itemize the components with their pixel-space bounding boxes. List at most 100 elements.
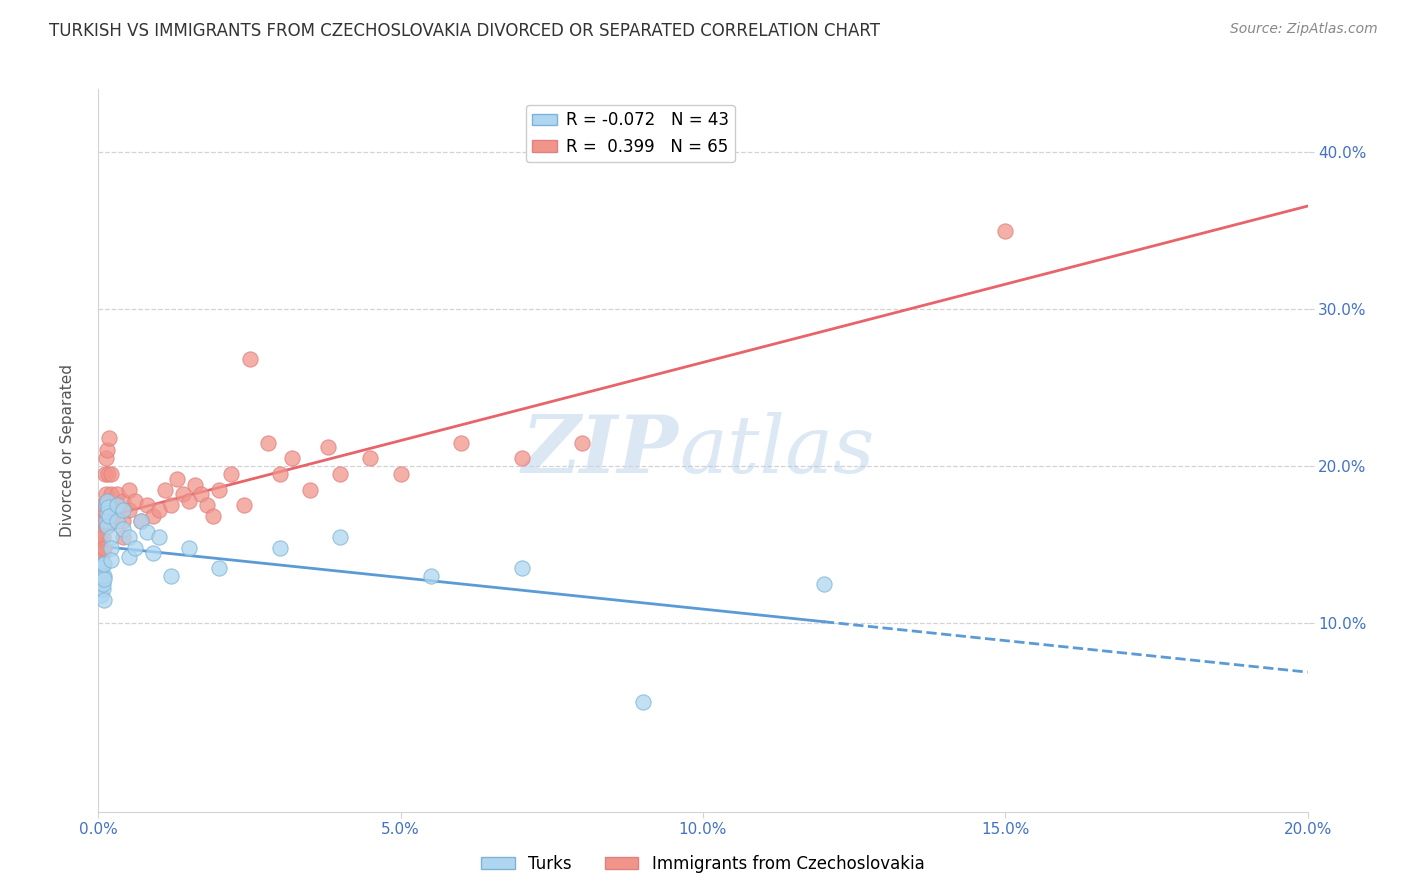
Point <box>91 572 114 586</box>
Point <box>105 514 128 528</box>
Point <box>93 503 115 517</box>
Point <box>111 503 134 517</box>
Point <box>91 530 114 544</box>
Point <box>510 451 533 466</box>
Point <box>269 541 291 555</box>
Point <box>208 483 231 497</box>
Point <box>299 483 322 497</box>
Point <box>100 530 122 544</box>
Point <box>94 514 117 528</box>
Point <box>90 525 112 540</box>
Point <box>420 569 443 583</box>
Point <box>91 514 114 528</box>
Point <box>96 519 118 533</box>
Point <box>96 487 118 501</box>
Point <box>148 530 170 544</box>
Point <box>100 541 122 555</box>
Point <box>160 569 183 583</box>
Point <box>329 530 352 544</box>
Point <box>105 499 128 513</box>
Point <box>124 541 146 555</box>
Point <box>93 592 115 607</box>
Legend: Turks, Immigrants from Czechoslovakia: Turks, Immigrants from Czechoslovakia <box>475 848 931 880</box>
Legend: R = -0.072   N = 43, R =  0.399   N = 65: R = -0.072 N = 43, R = 0.399 N = 65 <box>526 104 735 162</box>
Point <box>256 435 278 450</box>
Point <box>153 483 176 497</box>
Point <box>269 467 291 481</box>
Point <box>97 509 120 524</box>
Point <box>96 493 118 508</box>
Point <box>281 451 304 466</box>
Point <box>91 557 114 571</box>
Point <box>179 493 201 508</box>
Point <box>93 557 115 571</box>
Text: ZIP: ZIP <box>522 412 679 489</box>
Point <box>90 557 112 571</box>
Point <box>93 572 115 586</box>
Point <box>90 588 112 602</box>
Point <box>510 561 533 575</box>
Point <box>89 545 111 559</box>
Point <box>100 487 122 501</box>
Point <box>631 695 654 709</box>
Point <box>89 569 111 583</box>
Point <box>571 435 593 450</box>
Point <box>105 499 128 513</box>
Point <box>96 443 118 458</box>
Point <box>129 514 152 528</box>
Point <box>239 352 262 367</box>
Point <box>994 223 1017 237</box>
Point <box>221 467 243 481</box>
Point <box>172 487 194 501</box>
Point <box>111 530 134 544</box>
Point <box>93 569 115 583</box>
Point <box>148 503 170 517</box>
Point <box>118 550 141 565</box>
Point <box>100 514 122 528</box>
Point <box>96 493 118 508</box>
Point <box>90 561 112 575</box>
Point <box>360 451 382 466</box>
Point <box>93 541 115 555</box>
Point <box>118 530 141 544</box>
Point <box>90 550 112 565</box>
Point <box>142 509 165 524</box>
Point <box>97 500 120 514</box>
Point <box>208 561 231 575</box>
Y-axis label: Divorced or Separated: Divorced or Separated <box>60 364 75 537</box>
Point <box>105 487 128 501</box>
Point <box>89 577 111 591</box>
Point <box>93 509 115 524</box>
Point <box>100 467 122 481</box>
Point <box>389 467 412 481</box>
Point <box>89 530 111 544</box>
Point <box>166 472 188 486</box>
Point <box>91 577 114 591</box>
Point <box>96 519 118 533</box>
Point <box>97 431 120 445</box>
Point <box>91 538 114 552</box>
Point <box>87 566 110 580</box>
Point <box>118 503 141 517</box>
Point <box>190 487 212 501</box>
Text: Source: ZipAtlas.com: Source: ZipAtlas.com <box>1230 22 1378 37</box>
Point <box>89 572 111 586</box>
Point <box>184 478 207 492</box>
Point <box>118 483 141 497</box>
Point <box>96 506 118 520</box>
Point <box>232 499 254 513</box>
Point <box>450 435 472 450</box>
Point <box>94 467 117 481</box>
Point <box>179 541 201 555</box>
Point <box>135 499 157 513</box>
Text: TURKISH VS IMMIGRANTS FROM CZECHOSLOVAKIA DIVORCED OR SEPARATED CORRELATION CHAR: TURKISH VS IMMIGRANTS FROM CZECHOSLOVAKI… <box>49 22 880 40</box>
Point <box>96 499 118 513</box>
Point <box>135 525 157 540</box>
Point <box>111 514 134 528</box>
Point <box>90 566 112 580</box>
Point <box>91 545 114 559</box>
Point <box>124 493 146 508</box>
Point <box>316 440 339 454</box>
Point <box>111 493 134 508</box>
Point <box>129 514 152 528</box>
